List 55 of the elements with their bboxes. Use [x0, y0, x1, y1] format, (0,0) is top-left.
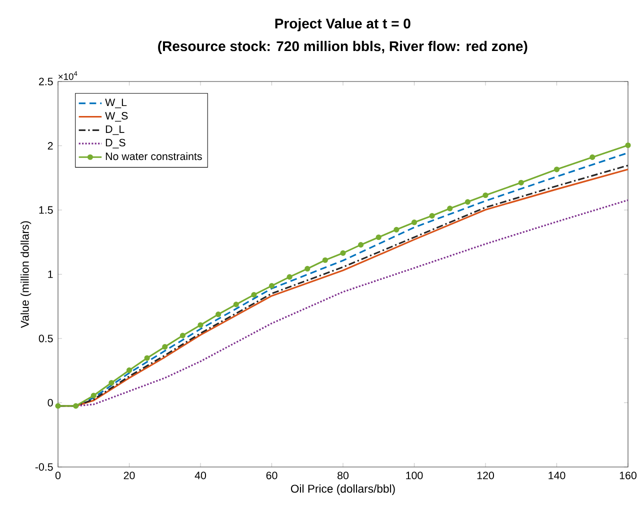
point — [126, 367, 132, 374]
x-tick-label: 60 — [266, 472, 278, 480]
point — [447, 206, 453, 212]
y-tick-label: 1.5 — [39, 206, 53, 214]
x-tick-label: 140 — [548, 472, 566, 480]
y-tick-label: 1 — [48, 270, 53, 278]
point — [322, 257, 328, 263]
legend-label: D_L — [106, 125, 124, 135]
y-tick-label: 0 — [48, 398, 53, 407]
point — [394, 226, 400, 232]
point — [198, 322, 204, 328]
point — [518, 180, 524, 186]
y-tick-label: 2 — [48, 142, 53, 150]
point — [90, 392, 96, 398]
x-tick-label: 120 — [477, 472, 494, 480]
point — [411, 220, 418, 226]
point — [340, 250, 346, 256]
point — [162, 344, 168, 350]
y-tick-label: 0.5 — [38, 334, 53, 342]
legend-label: No water constraints — [106, 152, 202, 160]
point — [268, 283, 275, 289]
legend-label: W_S — [105, 112, 128, 122]
point — [358, 242, 364, 248]
point — [55, 403, 61, 409]
point — [429, 212, 435, 219]
point — [286, 274, 292, 280]
point — [590, 154, 596, 160]
point — [180, 332, 186, 338]
point — [554, 166, 560, 172]
point — [216, 312, 222, 318]
x-axis-title: Oil Price (dollars/bbl) — [290, 484, 395, 495]
point — [108, 380, 114, 386]
y-tick-label: 2.5 — [39, 78, 53, 86]
x-tick-label: 20 — [124, 472, 135, 480]
point — [233, 302, 239, 308]
x-tick-label: 80 — [338, 472, 349, 480]
chart-subtitle: (Resource stock: 720 million bbls, River flow: red zone) — [158, 40, 528, 54]
x-tick-label: 40 — [194, 472, 206, 480]
x-tick-label: 0 — [55, 472, 61, 480]
point — [482, 192, 488, 198]
y-axis-title: Value (million dollars) — [20, 221, 32, 328]
x-tick-label: 160 — [620, 472, 636, 480]
point — [625, 142, 631, 148]
legend-label: W_L — [105, 98, 127, 108]
point — [376, 234, 382, 240]
point — [304, 266, 310, 272]
point — [73, 403, 79, 409]
y-tick-label: -0.5 — [35, 463, 53, 471]
text: ×10$^{4}$ — [58, 71, 78, 80]
point — [464, 199, 470, 205]
point — [144, 355, 150, 361]
legend-label: D_S — [106, 138, 126, 148]
chart-title: Project Value at t = 0 — [275, 18, 410, 32]
x-tick-label: 100 — [406, 472, 423, 480]
point — [251, 292, 257, 298]
